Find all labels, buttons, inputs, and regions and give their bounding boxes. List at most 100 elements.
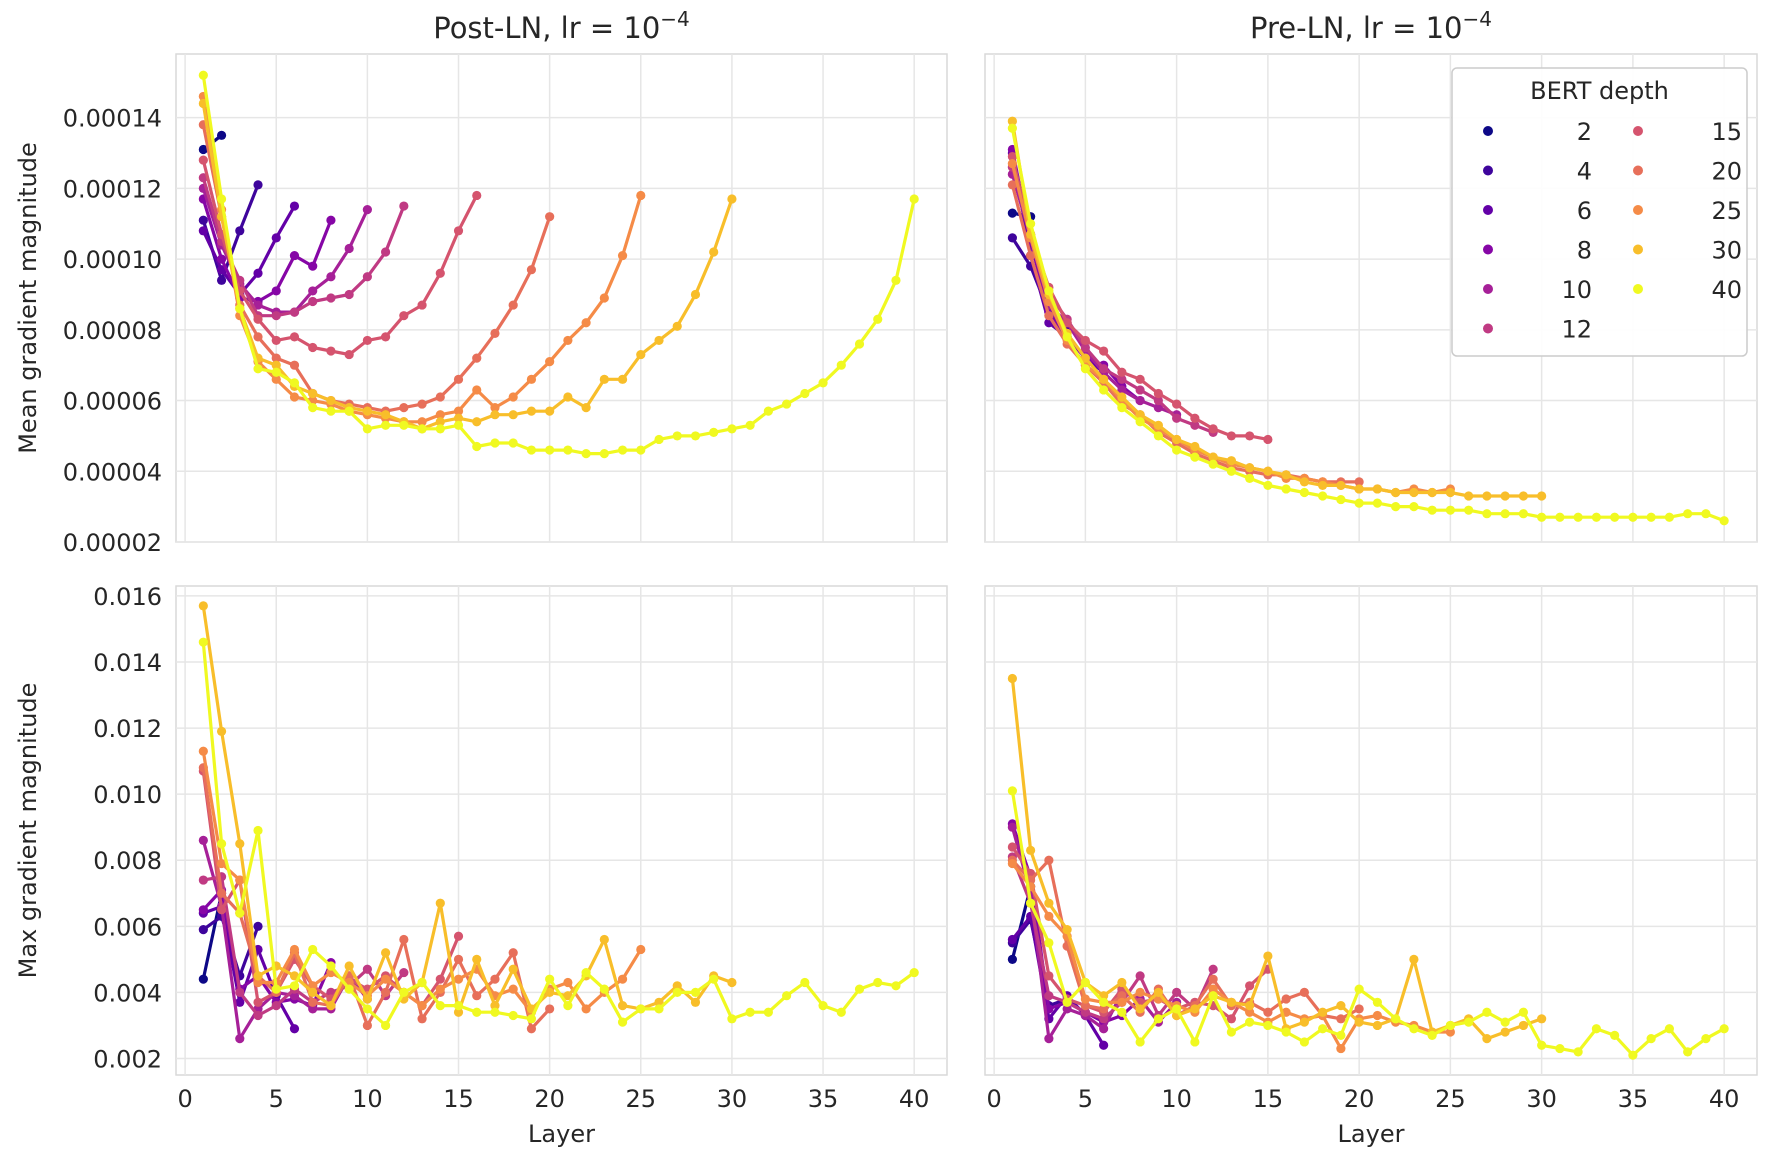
data-point-depth-40 xyxy=(709,974,719,984)
data-point-depth-15 xyxy=(253,997,263,1007)
data-point-depth-12 xyxy=(1135,971,1145,981)
series-line-depth-12 xyxy=(201,875,406,1018)
data-point-depth-40 xyxy=(1318,1024,1328,1034)
series-group xyxy=(1007,116,1729,526)
data-point-depth-8 xyxy=(308,261,318,271)
data-point-depth-25 xyxy=(1245,1007,1255,1017)
data-point-depth-30 xyxy=(308,388,318,399)
series-line-depth-15 xyxy=(201,158,479,357)
data-point-depth-25 xyxy=(435,410,445,420)
data-point-depth-30 xyxy=(1318,1007,1328,1017)
data-point-depth-40 xyxy=(344,984,354,994)
data-point-depth-40 xyxy=(545,445,555,455)
data-point-depth-30 xyxy=(1409,487,1419,498)
data-point-depth-40 xyxy=(891,275,901,285)
data-point-depth-40 xyxy=(1701,1034,1711,1044)
data-point-depth-30 xyxy=(1518,1020,1528,1031)
data-point-depth-30 xyxy=(1318,480,1328,491)
data-point-depth-20 xyxy=(308,997,318,1007)
data-point-depth-40 xyxy=(1464,505,1474,515)
data-point-depth-10 xyxy=(1099,1024,1109,1034)
data-point-depth-25 xyxy=(1336,1043,1346,1054)
data-point-depth-10 xyxy=(1007,822,1017,832)
data-point-depth-30 xyxy=(326,1001,336,1011)
data-point-depth-40 xyxy=(1117,403,1127,413)
data-point-depth-30 xyxy=(545,406,555,416)
data-point-depth-20 xyxy=(1117,991,1127,1001)
series-group xyxy=(1007,673,1729,1060)
series-group xyxy=(198,70,919,459)
data-point-depth-25 xyxy=(417,1001,427,1011)
data-point-depth-25 xyxy=(216,858,227,869)
data-point-depth-40 xyxy=(1591,512,1601,522)
data-point-depth-15 xyxy=(362,335,372,346)
data-point-depth-6 xyxy=(253,268,263,278)
data-point-depth-40 xyxy=(1518,509,1528,519)
data-point-depth-40 xyxy=(581,967,591,978)
legend-label-10: 10 xyxy=(1561,276,1592,304)
data-point-depth-12 xyxy=(271,1001,281,1011)
data-point-depth-40 xyxy=(1062,332,1072,342)
data-point-depth-30 xyxy=(362,406,372,416)
data-point-depth-40 xyxy=(1555,1043,1565,1054)
data-point-depth-40 xyxy=(1190,1037,1200,1047)
data-point-depth-40 xyxy=(1500,509,1510,519)
data-point-depth-30 xyxy=(1226,456,1236,466)
data-point-depth-30 xyxy=(709,247,719,257)
x-tick-label: 0 xyxy=(177,1085,192,1113)
data-point-depth-40 xyxy=(1007,123,1017,133)
data-point-depth-25 xyxy=(617,974,628,984)
data-point-depth-40 xyxy=(1646,512,1656,522)
x-tick-label: 0 xyxy=(986,1085,1001,1113)
data-point-depth-30 xyxy=(344,961,354,971)
data-point-depth-10 xyxy=(344,243,354,254)
data-point-depth-30 xyxy=(690,997,701,1007)
data-point-depth-40 xyxy=(253,364,263,374)
data-point-depth-40 xyxy=(1281,484,1291,494)
data-point-depth-15 xyxy=(271,335,281,346)
data-point-depth-40 xyxy=(873,314,883,324)
series-line-depth-40 xyxy=(201,73,916,456)
data-point-depth-12 xyxy=(253,1010,263,1021)
data-point-depth-20 xyxy=(1354,477,1364,487)
data-point-depth-40 xyxy=(1573,1047,1583,1057)
legend-label-30: 30 xyxy=(1711,237,1742,265)
data-point-depth-40 xyxy=(417,977,427,988)
data-point-depth-30 xyxy=(617,1001,628,1011)
data-point-depth-40 xyxy=(1026,898,1036,908)
data-point-depth-40 xyxy=(1409,502,1419,512)
data-point-depth-25 xyxy=(308,981,318,991)
data-point-depth-25 xyxy=(1044,911,1054,922)
data-point-depth-10 xyxy=(326,272,336,282)
data-point-depth-25 xyxy=(563,335,573,346)
data-point-depth-12 xyxy=(1172,987,1182,997)
data-point-depth-10 xyxy=(253,300,263,310)
data-point-depth-2 xyxy=(198,144,208,155)
legend-label-8: 8 xyxy=(1577,237,1592,265)
data-point-depth-40 xyxy=(1062,997,1072,1007)
data-point-depth-4 xyxy=(235,226,245,236)
data-point-depth-10 xyxy=(362,204,372,215)
series-line-depth-12 xyxy=(201,176,406,318)
data-point-depth-20 xyxy=(1044,855,1054,865)
data-point-depth-15 xyxy=(1226,431,1236,441)
data-point-depth-30 xyxy=(472,954,482,964)
data-point-depth-20 xyxy=(545,1004,555,1014)
data-point-depth-25 xyxy=(453,406,464,416)
data-point-depth-40 xyxy=(435,424,445,434)
data-point-depth-25 xyxy=(563,977,573,988)
legend-label-2: 2 xyxy=(1577,118,1592,146)
data-point-depth-30 xyxy=(1172,434,1182,445)
data-point-depth-40 xyxy=(1044,938,1054,948)
data-point-depth-6 xyxy=(1099,1040,1109,1050)
data-point-depth-12 xyxy=(399,201,409,211)
data-point-depth-20 xyxy=(399,934,409,945)
data-point-depth-12 xyxy=(198,875,208,885)
data-point-depth-15 xyxy=(472,190,482,201)
data-point-depth-30 xyxy=(472,417,482,427)
data-point-depth-40 xyxy=(1391,502,1401,512)
data-point-depth-30 xyxy=(1445,487,1455,498)
data-point-depth-40 xyxy=(235,304,245,314)
data-point-depth-6 xyxy=(235,997,245,1007)
data-point-depth-30 xyxy=(271,360,281,370)
